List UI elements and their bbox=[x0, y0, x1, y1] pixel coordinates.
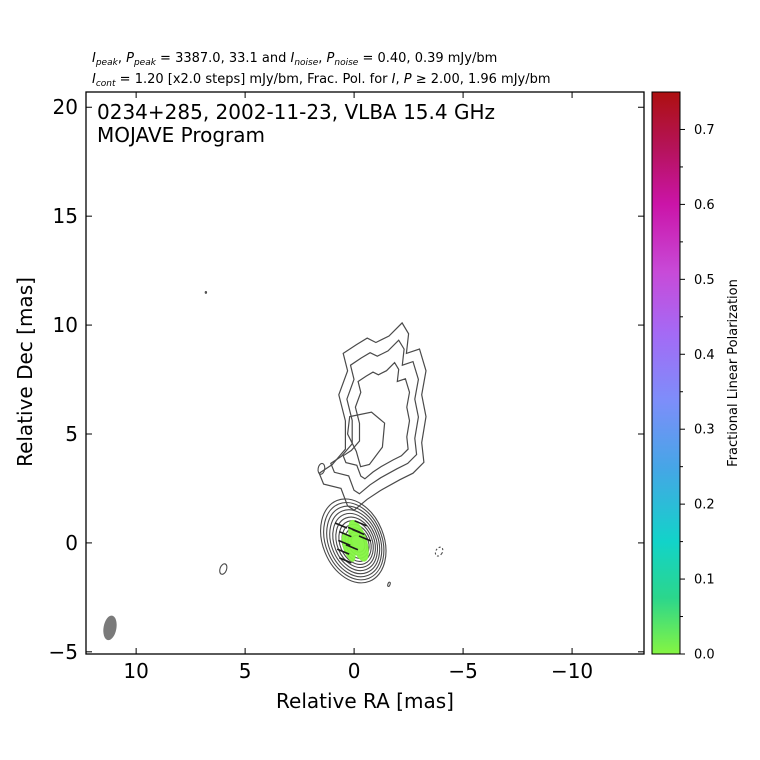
contour-level-3 bbox=[342, 361, 411, 480]
y-axis-ticks: −5 0 5 10 15 20 bbox=[49, 95, 644, 664]
colorbar-tick-label: 0.7 bbox=[694, 123, 715, 138]
colorbar-label: Fractional Linear Polarization bbox=[726, 279, 741, 467]
title-line-2: MOJAVE Program bbox=[97, 123, 265, 147]
contour-outer bbox=[318, 321, 427, 511]
contour-core bbox=[320, 498, 387, 584]
evpa-vector bbox=[345, 544, 359, 551]
contour-group bbox=[204, 290, 444, 587]
plot-frame bbox=[85, 91, 645, 655]
beam-ellipse bbox=[103, 615, 117, 641]
colorbar-tick-label: 0.3 bbox=[694, 423, 715, 438]
x-tick-label: 0 bbox=[348, 659, 361, 683]
colorbar-tick-label: 0.2 bbox=[694, 498, 715, 513]
contour-inner-ring bbox=[346, 411, 386, 468]
colorbar-tick-label: 0.6 bbox=[694, 198, 715, 213]
header-line-1: Ipeak, Ppeak = 3387.0, 33.1 and Inoise, … bbox=[92, 51, 497, 68]
evpa-vectors bbox=[334, 520, 372, 564]
evpa-vector bbox=[358, 535, 372, 542]
evpa-vector bbox=[336, 548, 350, 555]
x-tick-label: −10 bbox=[551, 659, 593, 683]
colorbar-tick-label: 0.4 bbox=[694, 348, 715, 363]
evpa-vector bbox=[337, 539, 351, 547]
contour-negative bbox=[434, 546, 444, 557]
colorbar-tick-label: 0.5 bbox=[694, 273, 715, 288]
contour-core bbox=[323, 501, 385, 581]
header-line-2: Icont = 1.20 [x2.0 steps] mJy/bm, Frac. … bbox=[92, 72, 551, 89]
contour-dot bbox=[204, 290, 208, 294]
contour-core bbox=[326, 505, 383, 578]
x-axis-label: Relative RA [mas] bbox=[276, 689, 454, 713]
contour-blob bbox=[219, 563, 228, 575]
title-line-1: 0234+285, 2002-11-23, VLBA 15.4 GHz bbox=[97, 100, 495, 124]
y-tick-label: 10 bbox=[53, 313, 78, 337]
x-tick-label: 5 bbox=[239, 659, 252, 683]
evpa-vector bbox=[339, 557, 352, 564]
x-tick-label: 10 bbox=[123, 659, 148, 683]
contour-level-2 bbox=[330, 339, 420, 495]
polarization-fill bbox=[341, 532, 356, 562]
y-tick-label: −5 bbox=[49, 640, 78, 664]
colorbar bbox=[651, 91, 681, 655]
colorbar-ticks: 0.0 0.1 0.2 0.3 0.4 0.5 0.6 0.7 bbox=[680, 123, 715, 663]
y-tick-label: 5 bbox=[65, 422, 78, 446]
contour-core bbox=[332, 512, 379, 572]
evpa-vector bbox=[347, 526, 361, 534]
evpa-vector bbox=[334, 522, 348, 529]
y-tick-label: 0 bbox=[65, 531, 78, 555]
contour-core bbox=[338, 520, 374, 565]
contour-blob bbox=[317, 462, 326, 475]
y-tick-label: 15 bbox=[53, 204, 78, 228]
contour-core bbox=[329, 509, 381, 575]
contour-blob bbox=[387, 581, 391, 587]
x-tick-label: −5 bbox=[448, 659, 477, 683]
y-tick-label: 20 bbox=[53, 95, 78, 119]
colorbar-tick-label: 0.1 bbox=[694, 573, 715, 588]
x-axis-ticks: 10 5 0 −5 −10 bbox=[123, 92, 593, 683]
y-axis-label: Relative Dec [mas] bbox=[13, 277, 37, 467]
colorbar-tick-label: 0.0 bbox=[694, 648, 715, 663]
evpa-vector bbox=[354, 520, 367, 527]
evpa-vector bbox=[339, 530, 352, 538]
